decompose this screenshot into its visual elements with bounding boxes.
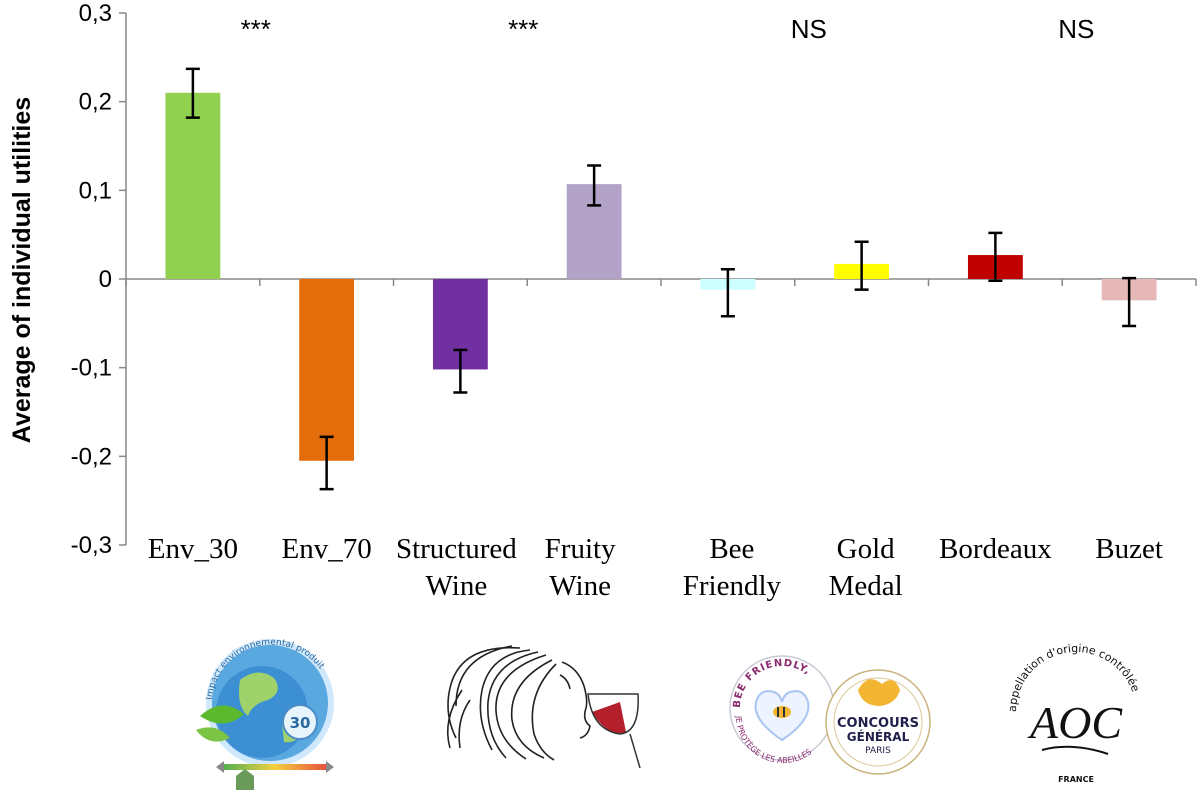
bars	[165, 67, 1157, 491]
aoc-country: FRANCE	[1058, 775, 1094, 784]
category-label: Env_70	[282, 533, 372, 565]
category-label-line: Structured	[396, 533, 517, 565]
bar	[165, 92, 221, 279]
wine-glass-icon	[587, 693, 641, 769]
significance-label: NS	[791, 14, 827, 44]
category-label-line: Bee	[709, 533, 754, 565]
aoc-logo: appellation d'origine contrôlée AOC FRAN…	[1006, 642, 1142, 784]
y-tick-label: 0,2	[79, 89, 112, 116]
concours-line3: PARIS	[865, 746, 891, 756]
significance-label: ***	[508, 14, 538, 44]
category-label-line: Buzet	[1095, 533, 1163, 565]
category-label-line: Wine	[549, 570, 611, 602]
bar	[299, 279, 355, 461]
concours-line2: GÉNÉRAL	[847, 729, 910, 744]
category-label-line: Fruity	[545, 533, 616, 565]
y-axis-title: Average of individual utilities	[8, 97, 36, 443]
category-label: Fruity Wine	[545, 533, 616, 602]
y-tick-label: 0,1	[79, 177, 112, 204]
impact-environnemental-logo: 30 Impact environnemental produit	[196, 638, 334, 790]
y-tick-label: -0,2	[71, 443, 112, 470]
category-label-line: Env_70	[282, 533, 372, 565]
y-tick-label: 0,3	[79, 0, 112, 27]
category-label: Gold Medal	[829, 533, 903, 602]
concours-line1: CONCOURS	[837, 716, 919, 731]
wine-tasting-logo	[446, 645, 591, 761]
y-tick-label: 0	[99, 266, 112, 293]
bee-friendly-logo: BEE FRIENDLY, JE PROTÈGE LES ABEILLES	[729, 655, 835, 765]
category-label: Bordeaux	[939, 533, 1052, 565]
category-label-line: Medal	[829, 570, 903, 602]
category-label: Structured Wine	[396, 533, 517, 602]
category-label: Buzet	[1095, 533, 1163, 565]
aoc-mark: AOC	[1027, 697, 1123, 748]
impact-number: 30	[290, 714, 311, 732]
category-label: Bee Friendly	[683, 533, 782, 602]
significance-label: ***	[241, 14, 271, 44]
y-tick-label: -0,3	[71, 532, 112, 559]
axes	[119, 12, 1197, 546]
category-label-line: Wine	[426, 570, 488, 602]
category-label-line: Env_30	[148, 533, 238, 565]
y-tick-label: -0,1	[71, 355, 112, 382]
category-label-line: Bordeaux	[939, 533, 1052, 565]
category-label-line: Gold	[837, 533, 896, 565]
concours-general-logo: CONCOURS GÉNÉRAL PARIS	[825, 669, 931, 775]
category-label-line: Friendly	[683, 570, 782, 602]
significance-label: NS	[1058, 14, 1094, 44]
labels: 0,3 0,2 0,1 0 -0,1 -0,2 -0,3 Env_30 Env_70 Struct…	[71, 0, 1163, 602]
category-label: Env_30	[148, 533, 238, 565]
